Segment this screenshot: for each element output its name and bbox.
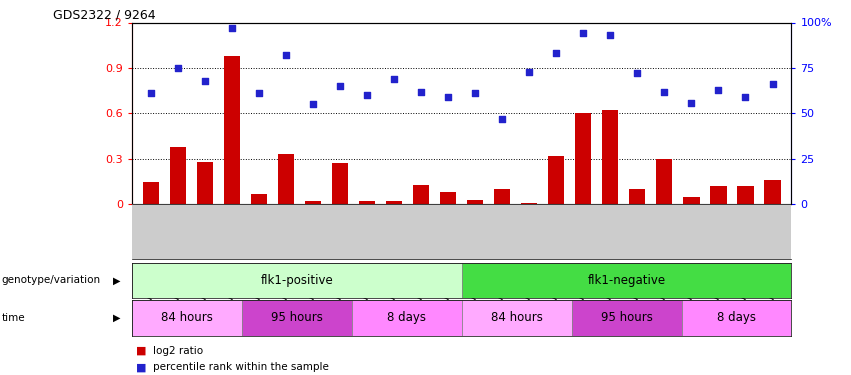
Point [576,30,590,36]
Text: ▶: ▶ [113,275,120,285]
Bar [494,189,511,204]
Point [711,87,725,93]
Bar [629,189,645,204]
Bar [386,201,403,204]
Point [334,83,347,89]
Text: 84 hours: 84 hours [491,311,543,324]
Bar [251,194,267,204]
Bar [197,162,213,204]
Point [252,90,266,96]
Bar [305,201,321,204]
Bar [440,192,456,204]
Point [414,88,428,94]
Point [387,76,401,82]
Point [198,78,212,84]
Bar [351,300,461,336]
Point [550,50,563,56]
Bar [764,180,780,204]
Point [171,65,185,71]
Point [631,70,644,76]
Text: 95 hours: 95 hours [271,311,323,324]
Bar [521,203,537,204]
Text: genotype/variation: genotype/variation [2,275,100,285]
Bar [572,300,682,336]
Text: 8 days: 8 days [717,311,756,324]
Bar [711,186,727,204]
Bar [143,182,159,204]
Bar [467,200,483,204]
Point [658,88,671,94]
Bar [132,262,461,298]
Text: 95 hours: 95 hours [601,311,653,324]
Text: GDS2322 / 9264: GDS2322 / 9264 [53,8,156,21]
Text: time: time [2,313,26,323]
Point [766,81,780,87]
Bar [242,300,351,336]
Text: log2 ratio: log2 ratio [153,346,203,355]
Point [144,90,157,96]
Point [523,69,536,75]
Text: 8 days: 8 days [387,311,426,324]
Bar [169,147,186,204]
Bar [224,56,240,204]
Bar [132,300,242,336]
Bar [575,113,591,204]
Text: flk1-positive: flk1-positive [260,274,333,287]
Point [468,90,482,96]
Bar [413,184,429,204]
Point [603,32,617,38]
Bar [656,159,672,204]
Text: ■: ■ [136,363,146,372]
Bar [461,262,791,298]
Bar [359,201,375,204]
Point [739,94,752,100]
Point [360,92,374,98]
Text: flk1-negative: flk1-negative [587,274,665,287]
Point [306,101,320,107]
Text: 84 hours: 84 hours [161,311,213,324]
Point [684,99,698,105]
Text: percentile rank within the sample: percentile rank within the sample [153,363,329,372]
Point [495,116,509,122]
Bar [332,164,348,204]
Bar [461,300,572,336]
Bar [278,154,294,204]
Bar [682,300,791,336]
Bar [737,186,754,204]
Bar [683,197,700,204]
Point [226,25,239,31]
Bar [603,110,619,204]
Point [442,94,455,100]
Bar [548,156,564,204]
Text: ■: ■ [136,346,146,355]
Text: ▶: ▶ [113,313,120,323]
Point [279,52,293,58]
